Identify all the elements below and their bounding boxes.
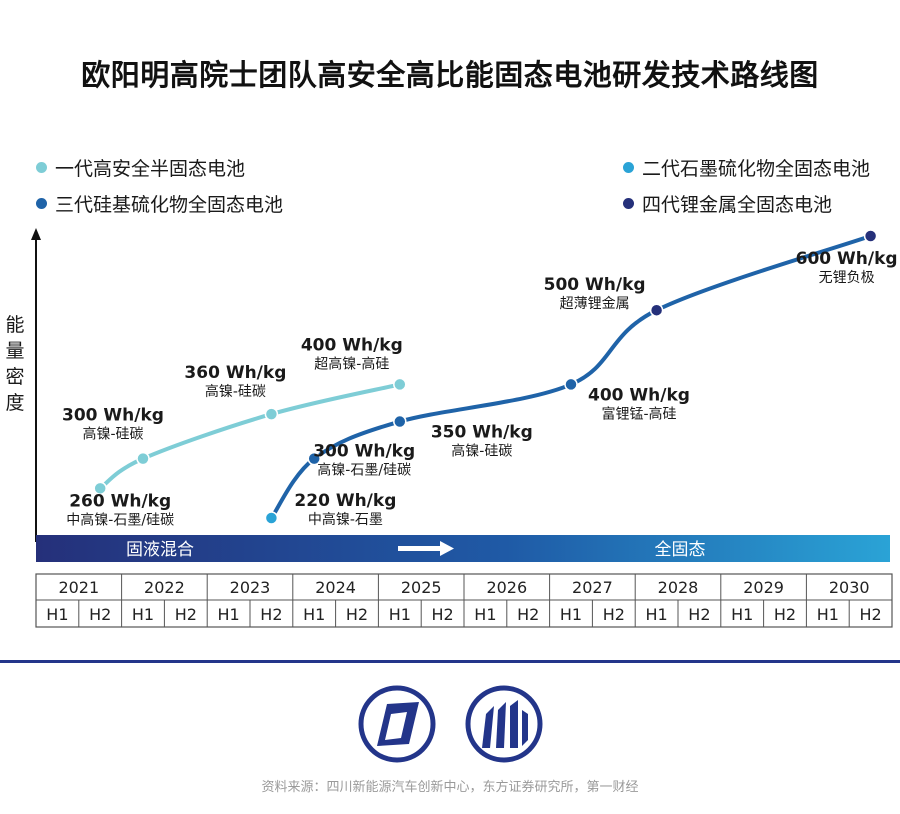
data-point [136,451,150,466]
half-label: H1 [731,605,753,624]
half-label: H1 [132,605,154,624]
data-label-value: 400 Wh/kg [588,385,690,405]
phase-bar: 固液混合 全固态 [36,535,890,562]
year-label: 2022 [144,578,185,597]
source-note: 资料来源：四川新能源汽车创新中心，东方证券研究所，第一财经 [261,780,639,795]
year-label: 2029 [743,578,784,597]
data-point [649,303,664,317]
half-label: H2 [688,605,710,624]
phase-label-hybrid: 固液混合 [126,540,194,560]
legend-item-gen2: 二代石墨硫化物全固态电池 [623,154,870,181]
series-line-gen1 [98,382,402,491]
y-axis-label: 能量密度 [5,314,25,414]
phase-label-solid: 全固态 [655,540,706,560]
data-label-note: 中高镍-石墨/硅碳 [66,511,174,528]
legend-item-gen1: 一代高安全半固态电池 [36,154,245,181]
year-label: 2026 [486,578,527,597]
legend-label: 四代锂金属全固态电池 [642,194,833,216]
legend-dot-icon [623,198,634,209]
year-label: 2021 [58,578,99,597]
data-label-value: 360 Wh/kg [184,363,286,383]
data-label-value: 600 Wh/kg [796,249,898,269]
half-label: H2 [859,605,881,624]
year-label: 2027 [572,578,613,597]
half-label: H2 [774,605,796,624]
data-point [564,377,578,392]
year-label: 2024 [315,578,356,597]
chart-axes [31,228,41,542]
phase-arrow-icon [440,541,454,556]
half-label: H1 [645,605,667,624]
legend-dot-icon [36,198,47,209]
year-label: 2023 [230,578,271,597]
half-label: H1 [46,605,68,624]
data-label-note: 高镍-硅碳 [82,426,143,443]
data-label-note: 中高镍-石墨 [308,511,383,528]
data-point [393,377,407,392]
data-point [93,481,107,496]
legend-dot-icon [36,162,47,173]
y-axis-arrow-icon [31,228,41,240]
half-label: H2 [89,605,111,624]
half-label: H1 [817,605,839,624]
legend-dot-icon [623,162,634,173]
phase-arrow-shaft [398,546,440,551]
data-point [264,511,279,525]
legend-label: 一代高安全半固态电池 [55,158,246,180]
footer-divider [0,660,900,663]
data-point [393,414,407,429]
half-label: H2 [431,605,453,624]
legend-item-gen4: 四代锂金属全固态电池 [623,190,832,217]
logo-icon [358,685,436,763]
half-label: H1 [303,605,325,624]
data-point [307,451,321,466]
legend-item-gen3: 三代硅基硫化物全固态电池 [36,190,283,217]
data-label-note: 无锂负极 [819,270,875,286]
data-label-value: 350 Wh/kg [431,423,533,443]
half-label: H1 [217,605,239,624]
half-label: H2 [260,605,282,624]
year-label: 2025 [401,578,442,597]
half-label: H1 [560,605,582,624]
data-point [863,229,878,243]
page-title: 欧阳明高院士团队高安全高比能固态电池研发技术路线图 [81,58,819,92]
half-label: H2 [517,605,539,624]
data-label-value: 300 Wh/kg [62,406,164,426]
data-label-value: 220 Wh/kg [294,491,396,511]
legend-label: 三代硅基硫化物全固态电池 [55,194,284,216]
roadmap-chart: 固液混合 全固态 2021 H1 H2 2022 H1 H2 2023 H1 H2 2024 H1 H2… [31,228,898,628]
data-label-value: 400 Wh/kg [301,335,403,355]
half-label: H1 [389,605,411,624]
data-label-note: 超高镍-高硅 [314,355,389,372]
phase-bar-band [36,535,890,562]
data-label-note: 超薄锂金属 [560,296,630,312]
data-label-value: 300 Wh/kg [313,442,415,462]
half-label: H2 [603,605,625,624]
data-label-note: 高镍-石墨/硅碳 [317,462,411,479]
half-label: H2 [175,605,197,624]
data-label-note: 高镍-硅碳 [205,383,266,400]
year-label: 2030 [829,578,870,597]
half-label: H1 [474,605,496,624]
half-label: H2 [346,605,368,624]
data-label-value: 500 Wh/kg [544,275,646,295]
data-label-note: 高镍-硅碳 [451,443,512,460]
legend-label: 二代石墨硫化物全固态电池 [642,158,871,180]
timeline-table: 2021 H1 H2 2022 H1 H2 2023 H1 H2 2024 H1 H2 2025 H1 H2… [35,573,893,628]
partner-logo-icon [465,685,543,763]
data-point [264,407,279,421]
data-label-note: 富锂锰-高硅 [601,405,676,422]
year-label: 2028 [658,578,699,597]
data-label-value: 260 Wh/kg [69,491,171,511]
